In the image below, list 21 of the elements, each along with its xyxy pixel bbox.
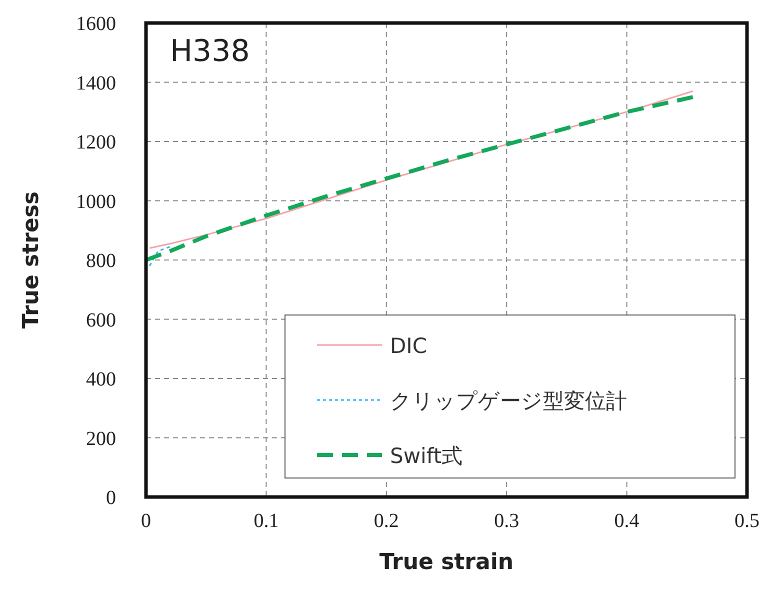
- y-tick-label: 800: [86, 250, 116, 272]
- y-tick-label: 400: [86, 368, 116, 390]
- legend-label: クリップゲージ型変位計: [390, 389, 627, 413]
- y-tick-label: 0: [106, 487, 116, 509]
- x-tick-label: 0.2: [374, 510, 399, 532]
- x-tick-label: 0.5: [734, 510, 760, 532]
- y-tick-label: 200: [86, 428, 116, 450]
- x-axis-title: True strain: [379, 550, 514, 575]
- x-tick-label: 0.4: [614, 510, 640, 532]
- y-tick-label: 1400: [76, 72, 116, 94]
- y-tick-label: 1200: [76, 132, 116, 154]
- x-tick-label: 0: [141, 510, 151, 532]
- y-tick-label: 1000: [76, 190, 116, 213]
- y-tick-label: 600: [86, 309, 116, 332]
- x-tick-label: 0.3: [494, 510, 520, 532]
- x-tick-label: 0.1: [254, 510, 279, 532]
- y-axis-title: True stress: [19, 191, 44, 329]
- legend-label: Swift式: [390, 444, 463, 468]
- chart-title: H338: [170, 34, 250, 69]
- y-tick-label: 1600: [76, 13, 116, 35]
- legend-label: DIC: [390, 334, 428, 358]
